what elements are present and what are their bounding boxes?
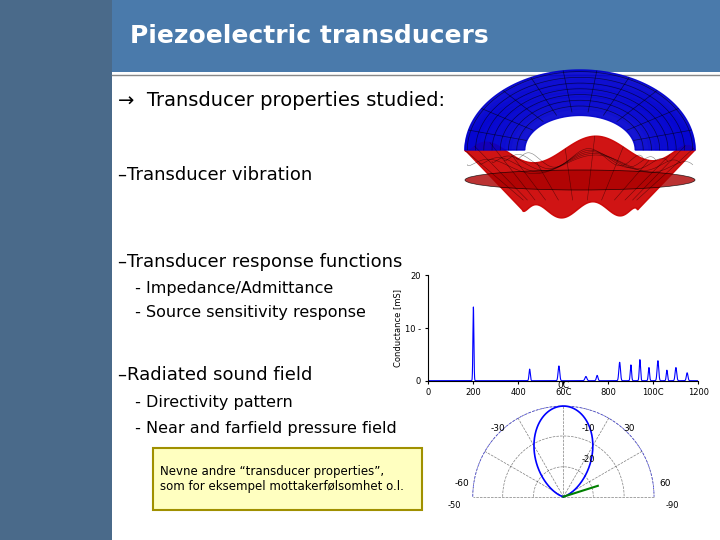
Polygon shape bbox=[465, 88, 695, 150]
Text: Nevne andre “transducer properties”,
som for eksempel mottakerfølsomhet o.l.: Nevne andre “transducer properties”, som… bbox=[160, 465, 404, 493]
Text: -10: -10 bbox=[582, 424, 595, 434]
Polygon shape bbox=[465, 70, 695, 150]
Polygon shape bbox=[465, 75, 695, 150]
Text: →  Transducer properties studied:: → Transducer properties studied: bbox=[118, 91, 445, 110]
Polygon shape bbox=[465, 102, 695, 150]
Polygon shape bbox=[465, 97, 695, 150]
Text: -20: -20 bbox=[582, 455, 595, 464]
FancyBboxPatch shape bbox=[112, 0, 720, 72]
Text: 0C: 0C bbox=[557, 381, 570, 390]
Text: –Transducer vibration: –Transducer vibration bbox=[118, 166, 312, 184]
Polygon shape bbox=[465, 84, 695, 150]
Text: - Near and farfield pressure field: - Near and farfield pressure field bbox=[130, 421, 397, 435]
FancyBboxPatch shape bbox=[0, 0, 112, 540]
Text: - Source sensitivity response: - Source sensitivity response bbox=[130, 305, 366, 320]
Text: -30: -30 bbox=[491, 424, 505, 434]
Y-axis label: Conductance [mS]: Conductance [mS] bbox=[393, 289, 402, 367]
Text: - Impedance/Admittance: - Impedance/Admittance bbox=[130, 280, 333, 295]
Text: -90: -90 bbox=[665, 501, 679, 510]
Text: -50: -50 bbox=[448, 501, 462, 510]
Text: –Radiated sound field: –Radiated sound field bbox=[118, 366, 312, 384]
Ellipse shape bbox=[465, 170, 695, 190]
Polygon shape bbox=[465, 79, 695, 150]
Text: –Transducer response functions: –Transducer response functions bbox=[118, 253, 402, 271]
FancyBboxPatch shape bbox=[112, 0, 720, 540]
Text: -60: -60 bbox=[454, 479, 469, 488]
FancyBboxPatch shape bbox=[153, 448, 422, 510]
Polygon shape bbox=[465, 136, 695, 218]
Text: 60: 60 bbox=[660, 479, 670, 488]
Text: 30: 30 bbox=[623, 424, 634, 434]
Text: - Directivity pattern: - Directivity pattern bbox=[130, 395, 293, 409]
Polygon shape bbox=[465, 70, 695, 150]
Polygon shape bbox=[465, 92, 695, 150]
Text: Piezoelectric transducers: Piezoelectric transducers bbox=[130, 24, 489, 48]
